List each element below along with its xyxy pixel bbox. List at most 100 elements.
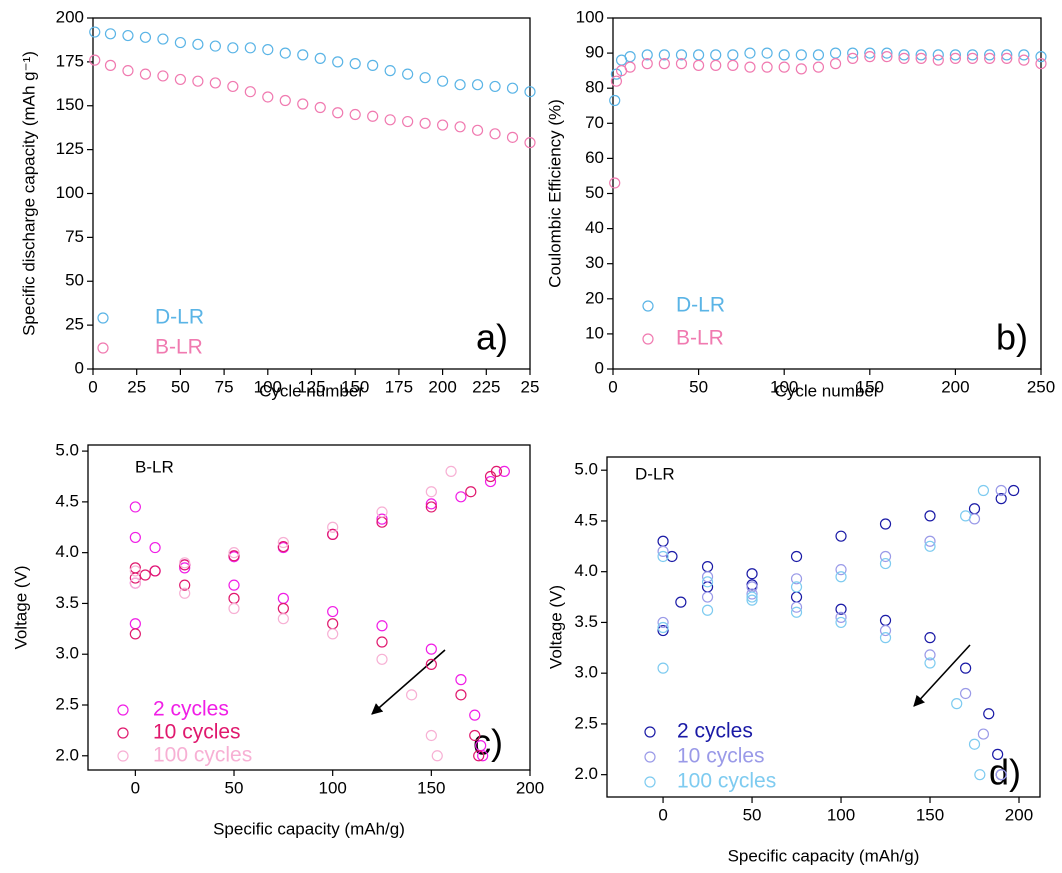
data-point: [149, 565, 161, 577]
data-point: [847, 47, 859, 59]
data-point: [701, 571, 714, 583]
trend-arrow: [371, 649, 446, 715]
y-tick-label: 3.0: [574, 663, 598, 682]
data-point: [129, 531, 141, 544]
y-tick-label: 2.0: [55, 745, 79, 764]
data-point: [122, 29, 134, 42]
data-point: [966, 52, 979, 64]
y-tick-label: 2.0: [574, 764, 598, 783]
data-point: [349, 108, 361, 121]
data-point: [376, 636, 388, 648]
data-point: [349, 58, 361, 70]
data-point: [262, 91, 274, 103]
data-point: [277, 592, 289, 604]
plot-frame: [606, 456, 1041, 798]
data-point: [227, 42, 239, 54]
x-tick-label: 200: [1005, 805, 1033, 824]
y-tick-label: 200: [56, 7, 84, 26]
data-point: [490, 465, 503, 478]
data-point: [477, 750, 489, 762]
data-point: [297, 98, 309, 110]
data-point: [489, 128, 501, 140]
data-point: [960, 662, 972, 674]
legend-label: 10 cycles: [153, 721, 241, 744]
data-point: [995, 769, 1007, 781]
data-point: [465, 486, 477, 498]
data-point: [727, 59, 739, 71]
data-point: [376, 653, 388, 665]
data-point: [666, 550, 678, 563]
x-tick-label: 225: [472, 377, 500, 396]
data-point: [419, 117, 431, 129]
inset-label: D-LR: [635, 464, 675, 483]
data-point: [609, 177, 621, 189]
legend-label: 10 cycles: [677, 745, 765, 768]
data-point: [279, 47, 291, 59]
data-point: [277, 536, 289, 549]
x-tick-label: 250: [1027, 377, 1055, 396]
y-tick-label: 100: [56, 183, 84, 202]
y-axis-label: Specific discharge capacity (mAh g⁻¹): [19, 51, 38, 336]
data-point: [174, 73, 186, 86]
data-point: [701, 576, 714, 588]
x-tick-label: 50: [225, 778, 244, 797]
x-tick-label: 0: [88, 377, 97, 396]
data-point: [761, 47, 773, 59]
data-point: [835, 530, 847, 542]
data-point: [425, 501, 437, 513]
data-point: [835, 616, 847, 629]
y-tick-label: 2.5: [55, 694, 79, 713]
data-point: [932, 49, 944, 61]
data-point: [968, 503, 981, 515]
legend-label: D-LR: [676, 294, 725, 317]
legend-label: 100 cycles: [153, 744, 252, 767]
y-tick-label: 4.5: [574, 510, 598, 529]
data-point: [277, 613, 289, 625]
data-point: [692, 59, 705, 71]
data-point: [983, 708, 995, 720]
data-point: [419, 72, 431, 84]
x-tick-label: 150: [417, 778, 445, 797]
data-point: [327, 628, 339, 640]
data-point: [129, 562, 141, 574]
data-point: [122, 65, 134, 77]
data-point: [790, 581, 803, 593]
y-tick-label: 10: [585, 323, 604, 342]
data-point: [692, 49, 705, 61]
data-point: [915, 49, 927, 61]
legend-label: 2 cycles: [677, 720, 753, 743]
data-point: [1001, 49, 1013, 61]
data-point: [658, 49, 670, 61]
data-point: [710, 49, 722, 61]
data-point: [425, 643, 437, 655]
y-tick-label: 50: [585, 183, 604, 202]
y-tick-label: 50: [65, 271, 84, 290]
data-point: [179, 587, 191, 599]
data-point: [992, 748, 1004, 760]
data-point: [675, 49, 688, 61]
data-point: [924, 535, 936, 547]
data-point: [129, 577, 141, 589]
data-point: [879, 614, 892, 627]
data-point: [1018, 54, 1030, 66]
data-point: [437, 75, 449, 87]
data-point: [879, 518, 892, 530]
data-point: [624, 51, 636, 63]
data-point: [406, 689, 418, 701]
x-tick-label: 100: [770, 377, 798, 396]
data-point: [701, 561, 714, 573]
legend-marker: [644, 726, 656, 738]
data-point: [367, 59, 379, 71]
data-point: [471, 79, 484, 91]
y-tick-label: 175: [56, 51, 84, 70]
data-point: [960, 510, 972, 522]
legend-label: B-LR: [155, 336, 203, 359]
data-point: [129, 618, 141, 630]
data-point: [157, 33, 169, 45]
x-tick-label: 100: [318, 778, 346, 797]
data-point: [104, 28, 117, 40]
y-tick-label: 3.5: [55, 593, 79, 612]
data-point: [332, 56, 344, 68]
panel-label: a): [476, 317, 508, 358]
